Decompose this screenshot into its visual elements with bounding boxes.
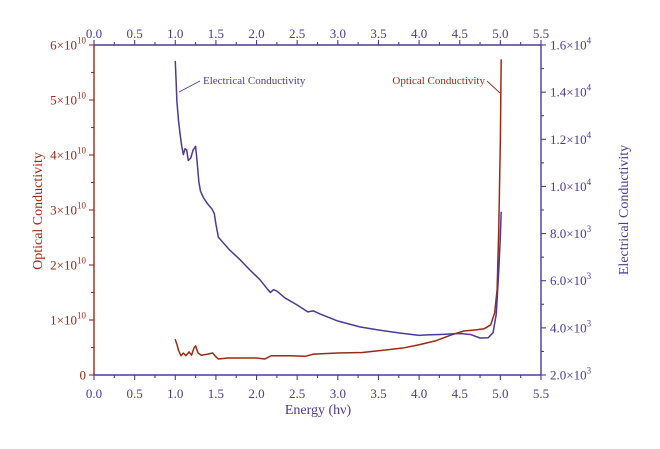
left-y-tick-label-exponent: 10 bbox=[77, 91, 87, 101]
top-x-tick-label: 1.5 bbox=[208, 26, 224, 41]
x-tick-label: 0.0 bbox=[86, 386, 102, 401]
left-y-tick-label-base: 0 bbox=[80, 368, 87, 383]
x-axis-title: Energy (hν) bbox=[285, 403, 352, 418]
tick-layer: 0.0 0.5 1.0 1.5 2.0 2.5 3.0 3.5 4.0 4.5 5.0 5.5 0.0 0… bbox=[50, 26, 591, 401]
right-y-tick-label-base: 2.0×10 bbox=[550, 368, 587, 383]
left-y-tick-label: 0 bbox=[80, 368, 87, 383]
left-y-tick-label: 4×1010 bbox=[50, 146, 86, 163]
x-tick-label: 1.0 bbox=[167, 386, 183, 401]
right-y-tick-label: 1.6×104 bbox=[550, 36, 592, 53]
right-y-tick-label-base: 1.6×10 bbox=[550, 38, 587, 53]
series-layer bbox=[174, 59, 502, 360]
electrical-annotation-label: Electrical Conductivity bbox=[203, 75, 306, 87]
x-tick-label: 3.0 bbox=[330, 386, 346, 401]
left-y-tick-label: 3×1010 bbox=[50, 201, 86, 218]
right-y-tick-label-base: 4.0×10 bbox=[550, 320, 587, 335]
top-x-tick-label: 0.0 bbox=[86, 26, 102, 41]
right-y-tick-label-exponent: 3 bbox=[587, 271, 592, 281]
x-tick-label: 4.0 bbox=[411, 386, 427, 401]
right-y-tick-label-exponent: 3 bbox=[587, 366, 592, 376]
right-y-tick-label: 4.0×103 bbox=[550, 318, 592, 335]
top-x-tick-label: 5.5 bbox=[533, 26, 549, 41]
right-y-tick-label-exponent: 3 bbox=[587, 224, 592, 234]
x-tick-label: 5.0 bbox=[492, 386, 508, 401]
optical-conductivity-line bbox=[174, 59, 502, 360]
top-x-tick-label: 1.0 bbox=[167, 26, 183, 41]
top-x-tick-label: 2.0 bbox=[248, 26, 264, 41]
x-tick-label: 2.5 bbox=[289, 386, 305, 401]
right-y-tick-label: 2.0×103 bbox=[550, 366, 592, 383]
right-y-tick-label-base: 1.4×10 bbox=[550, 85, 587, 100]
left-y-tick-label-exponent: 10 bbox=[77, 146, 87, 156]
left-y-tick-label: 2×1010 bbox=[50, 256, 86, 273]
top-x-tick-label: 2.5 bbox=[289, 26, 305, 41]
right-y-tick-label: 6.0×103 bbox=[550, 271, 592, 288]
left-y-tick-label-base: 1×10 bbox=[50, 313, 77, 328]
left-y-tick-label-exponent: 10 bbox=[77, 256, 87, 266]
right-y-tick-label-exponent: 4 bbox=[587, 36, 592, 46]
left-y-tick-label-base: 6×10 bbox=[50, 38, 77, 53]
left-y-tick-label-base: 4×10 bbox=[50, 148, 77, 163]
right-y-tick-label: 8.0×103 bbox=[550, 224, 592, 241]
electrical-annotation-leader bbox=[178, 80, 201, 93]
right-y-tick-label-exponent: 3 bbox=[587, 318, 592, 328]
x-tick-label: 5.5 bbox=[533, 386, 549, 401]
right-y-tick-label: 1.4×104 bbox=[550, 83, 592, 100]
left-y-tick-label-base: 2×10 bbox=[50, 258, 77, 273]
right-y-tick-label-base: 1.0×10 bbox=[550, 179, 587, 194]
optical-annotation-label: Optical Conductivity bbox=[392, 75, 485, 87]
top-x-tick-label: 4.0 bbox=[411, 26, 427, 41]
x-tick-label: 4.5 bbox=[452, 386, 468, 401]
top-x-tick-label: 3.5 bbox=[370, 26, 386, 41]
y-right-axis-title: Electrical Conductivity bbox=[617, 145, 632, 275]
right-y-tick-label-base: 6.0×10 bbox=[550, 273, 587, 288]
top-x-tick-label: 3.0 bbox=[330, 26, 346, 41]
left-y-tick-label-exponent: 10 bbox=[77, 311, 87, 321]
left-y-tick-label-exponent: 10 bbox=[77, 201, 87, 211]
left-y-tick-label-exponent: 10 bbox=[77, 36, 87, 46]
top-x-tick-label: 5.0 bbox=[492, 26, 508, 41]
x-tick-label: 2.0 bbox=[248, 386, 264, 401]
right-y-tick-label: 1.2×104 bbox=[550, 130, 592, 147]
top-x-tick-label: 4.5 bbox=[452, 26, 468, 41]
x-tick-label: 1.5 bbox=[208, 386, 224, 401]
x-tick-label: 0.5 bbox=[127, 386, 143, 401]
right-y-tick-label: 1.0×104 bbox=[550, 177, 592, 194]
left-y-tick-label: 6×1010 bbox=[50, 36, 86, 53]
electrical-conductivity-line bbox=[174, 60, 502, 339]
right-y-tick-label-exponent: 4 bbox=[587, 130, 592, 140]
x-tick-label: 3.5 bbox=[370, 386, 386, 401]
left-y-tick-label: 5×1010 bbox=[50, 91, 86, 108]
right-y-tick-label-base: 1.2×10 bbox=[550, 132, 587, 147]
y-left-axis-title: Optical Conductivity bbox=[31, 152, 46, 270]
right-y-tick-label-exponent: 4 bbox=[587, 83, 592, 93]
right-y-tick-label-exponent: 4 bbox=[587, 177, 592, 187]
left-y-tick-label-base: 5×10 bbox=[50, 93, 77, 108]
left-y-tick-label: 1×1010 bbox=[50, 311, 86, 328]
top-x-tick-label: 0.5 bbox=[127, 26, 143, 41]
left-y-tick-label-base: 3×10 bbox=[50, 203, 77, 218]
optical-annotation-leader bbox=[486, 80, 501, 94]
right-y-tick-label-base: 8.0×10 bbox=[550, 226, 587, 241]
